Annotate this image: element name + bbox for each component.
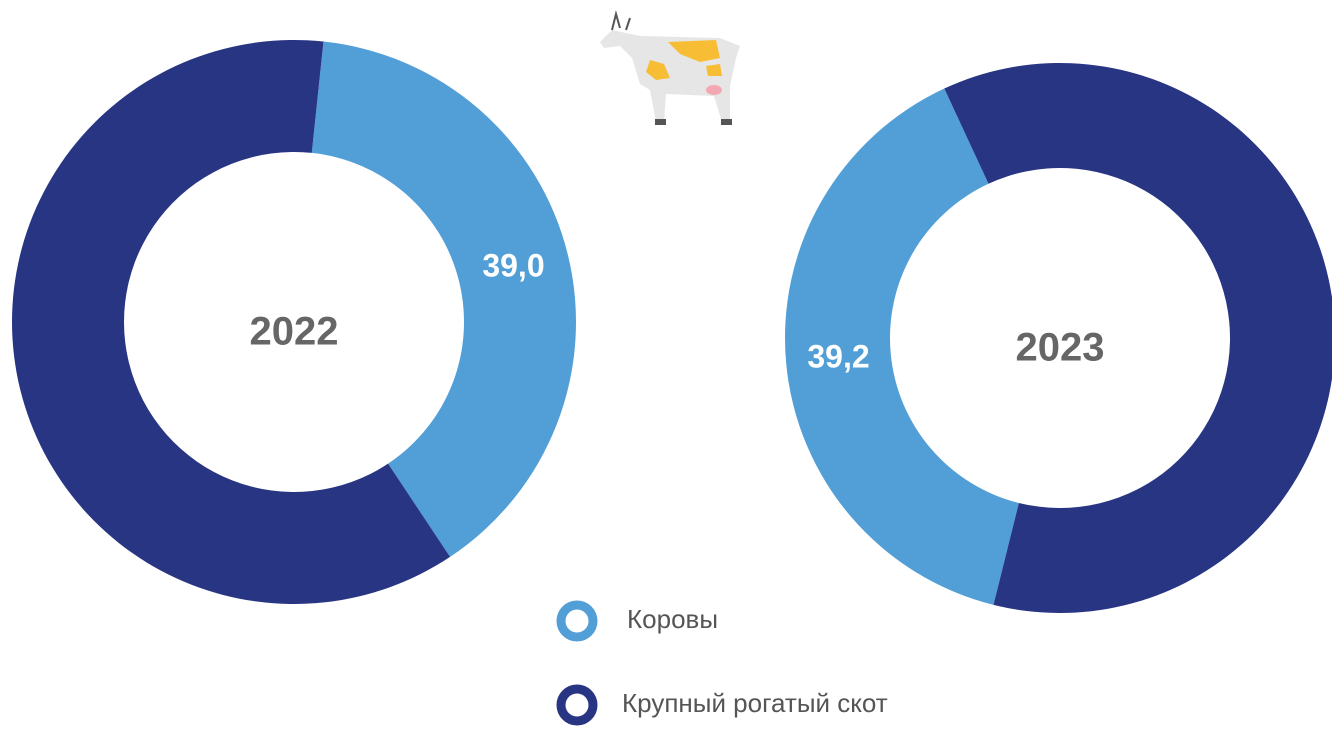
donut-segment bbox=[785, 88, 1019, 605]
legend-label: Коровы bbox=[627, 604, 718, 634]
data-label: 39,2 bbox=[807, 339, 869, 375]
legend-label: Крупный рогатый скот bbox=[622, 688, 888, 718]
legend-swatch bbox=[556, 600, 598, 642]
chart-title: 2023 bbox=[1016, 326, 1105, 370]
donut-segment bbox=[944, 63, 1332, 613]
donut-segment bbox=[311, 41, 577, 557]
legend-swatch bbox=[556, 684, 598, 726]
chart-title: 2022 bbox=[250, 310, 339, 354]
donut-segment bbox=[12, 39, 451, 604]
data-label: 39,0 bbox=[482, 248, 544, 284]
cow-icon bbox=[600, 10, 740, 125]
